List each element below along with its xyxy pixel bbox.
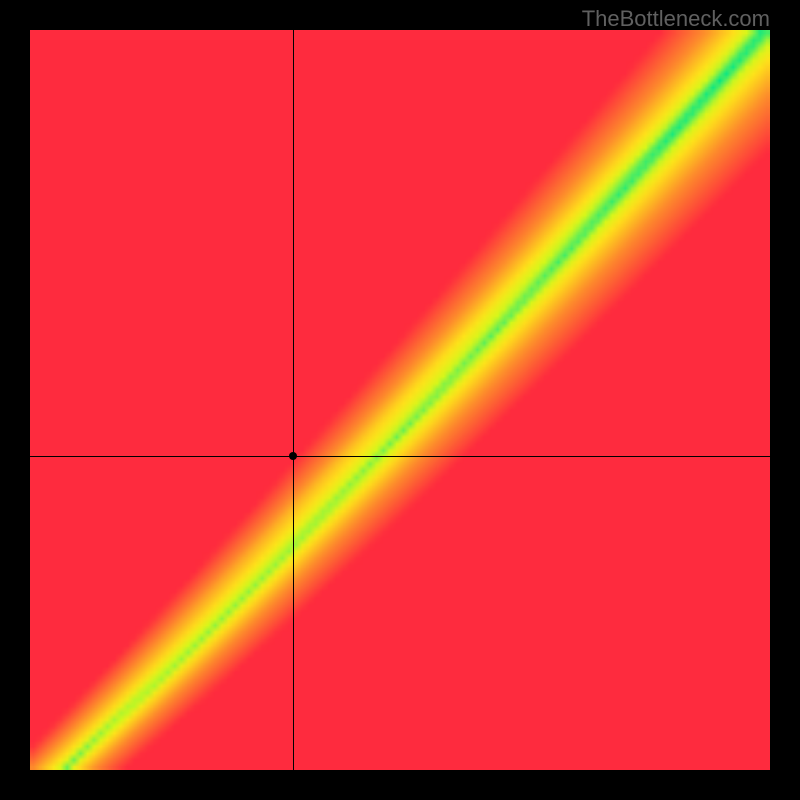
crosshair-vertical [293,30,294,770]
heatmap-canvas [30,30,770,770]
watermark-text: TheBottleneck.com [582,6,770,32]
crosshair-horizontal [30,456,770,457]
heatmap-plot-area [30,30,770,770]
crosshair-marker[interactable] [289,452,297,460]
